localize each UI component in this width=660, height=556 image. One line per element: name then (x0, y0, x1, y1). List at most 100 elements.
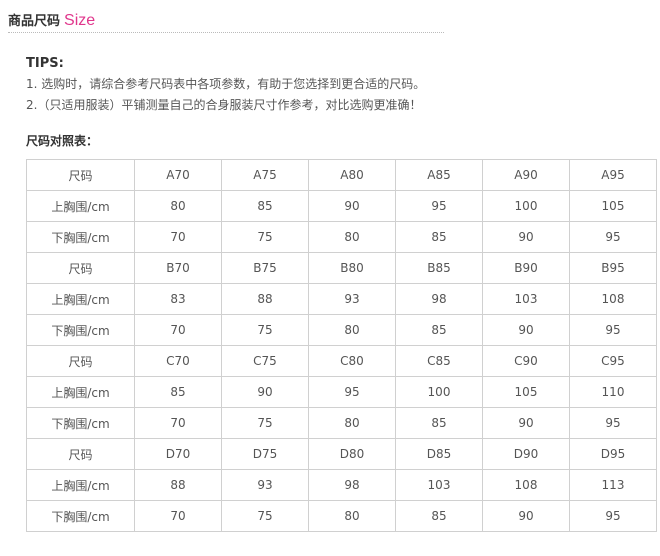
table-cell: 100 (395, 376, 483, 408)
row-label-cell: 下胸围/cm (26, 500, 135, 532)
table-cell: 103 (482, 283, 570, 315)
row-label-cell: 上胸围/cm (26, 190, 135, 222)
table-cell: D70 (134, 438, 222, 470)
row-label-cell: 下胸围/cm (26, 221, 135, 253)
table-cell: 80 (308, 407, 396, 439)
table-cell: 75 (221, 407, 309, 439)
table-cell: 90 (308, 190, 396, 222)
table-cell: 75 (221, 221, 309, 253)
table-cell: B85 (395, 252, 483, 284)
table-cell: C95 (569, 345, 657, 377)
table-cell: A85 (395, 159, 483, 191)
table-cell: 85 (221, 190, 309, 222)
table-cell: 90 (482, 314, 570, 346)
table-row: 上胸围/cm 80 85 90 95 100 105 (26, 190, 657, 222)
table-cell: 95 (308, 376, 396, 408)
table-cell: C75 (221, 345, 309, 377)
table-cell: 105 (482, 376, 570, 408)
table-cell: 95 (569, 314, 657, 346)
table-cell: D90 (482, 438, 570, 470)
table-row: 下胸围/cm 70 75 80 85 90 95 (26, 221, 657, 253)
table-cell: 70 (134, 314, 222, 346)
table-cell: A90 (482, 159, 570, 191)
row-label-cell: 尺码 (26, 252, 135, 284)
table-cell: 95 (569, 407, 657, 439)
table-cell: 85 (395, 500, 483, 532)
table-cell: 70 (134, 500, 222, 532)
table-row: 尺码 A70 A75 A80 A85 A90 A95 (26, 159, 657, 191)
table-cell: 108 (569, 283, 657, 315)
table-cell: D85 (395, 438, 483, 470)
table-cell: D95 (569, 438, 657, 470)
table-cell: 93 (308, 283, 396, 315)
row-label-cell: 上胸围/cm (26, 283, 135, 315)
table-cell: D80 (308, 438, 396, 470)
table-cell: 110 (569, 376, 657, 408)
table-cell: 113 (569, 469, 657, 501)
table-cell: 90 (482, 500, 570, 532)
table-cell: 88 (221, 283, 309, 315)
table-row: 上胸围/cm 85 90 95 100 105 110 (26, 376, 657, 408)
table-cell: 70 (134, 221, 222, 253)
table-cell: 105 (569, 190, 657, 222)
table-cell: 88 (134, 469, 222, 501)
row-label-cell: 尺码 (26, 438, 135, 470)
tips-title: TIPS: (26, 56, 64, 71)
table-cell: 95 (569, 221, 657, 253)
row-label-cell: 上胸围/cm (26, 376, 135, 408)
table-cell: C70 (134, 345, 222, 377)
table-cell: 85 (395, 314, 483, 346)
tip-line: 2.（只适用服装）平铺测量自己的合身服装尺寸作参考，对比选购更准确！ (26, 98, 422, 112)
table-cell: B90 (482, 252, 570, 284)
row-label-cell: 尺码 (26, 159, 135, 191)
table-cell: C90 (482, 345, 570, 377)
tip-line: 1. 选购时，请综合参考尺码表中各项参数，有助于您选择到更合适的尺码。 (26, 77, 426, 91)
table-row: 上胸围/cm 88 93 98 103 108 113 (26, 469, 657, 501)
table-cell: 70 (134, 407, 222, 439)
table-cell: 80 (308, 221, 396, 253)
table-row: 尺码 B70 B75 B80 B85 B90 B95 (26, 252, 657, 284)
table-cell: 75 (221, 314, 309, 346)
table-cell: 90 (482, 407, 570, 439)
row-label-cell: 上胸围/cm (26, 469, 135, 501)
section-title: 商品尺码 (8, 14, 61, 29)
table-cell: 80 (308, 314, 396, 346)
table-cell: 100 (482, 190, 570, 222)
table-cell: 83 (134, 283, 222, 315)
table-cell: D75 (221, 438, 309, 470)
section-title-en: Size (64, 12, 96, 29)
table-cell: B95 (569, 252, 657, 284)
table-cell: 95 (569, 500, 657, 532)
table-cell: 93 (221, 469, 309, 501)
table-cell: C85 (395, 345, 483, 377)
section-header: 商品尺码 Size (8, 10, 444, 33)
table-cell: 80 (308, 500, 396, 532)
table-cell: 85 (395, 407, 483, 439)
table-cell: 98 (308, 469, 396, 501)
table-cell: 98 (395, 283, 483, 315)
table-row: 下胸围/cm 70 75 80 85 90 95 (26, 500, 657, 532)
table-cell: A70 (134, 159, 222, 191)
table-cell: 75 (221, 500, 309, 532)
size-table-title: 尺码对照表： (26, 134, 99, 148)
table-cell: A75 (221, 159, 309, 191)
table-cell: 85 (134, 376, 222, 408)
table-cell: 108 (482, 469, 570, 501)
size-chart-table: 尺码 A70 A75 A80 A85 A90 A95 上胸围/cm 80 85 90 95 100 105… (26, 159, 657, 532)
row-label-cell: 下胸围/cm (26, 314, 135, 346)
table-cell: 95 (395, 190, 483, 222)
table-row: 下胸围/cm 70 75 80 85 90 95 (26, 314, 657, 346)
table-cell: 90 (221, 376, 309, 408)
table-cell: 85 (395, 221, 483, 253)
tips: TIPS: 1. 选购时，请综合参考尺码表中各项参数，有助于您选择到更合适的尺码… (26, 53, 425, 116)
row-label-cell: 下胸围/cm (26, 407, 135, 439)
table-cell: B75 (221, 252, 309, 284)
table-cell: C80 (308, 345, 396, 377)
row-label-cell: 尺码 (26, 345, 135, 377)
table-row: 尺码 D70 D75 D80 D85 D90 D95 (26, 438, 657, 470)
table-cell: 103 (395, 469, 483, 501)
table-row: 尺码 C70 C75 C80 C85 C90 C95 (26, 345, 657, 377)
table-cell: B80 (308, 252, 396, 284)
table-cell: B70 (134, 252, 222, 284)
table-cell: 90 (482, 221, 570, 253)
